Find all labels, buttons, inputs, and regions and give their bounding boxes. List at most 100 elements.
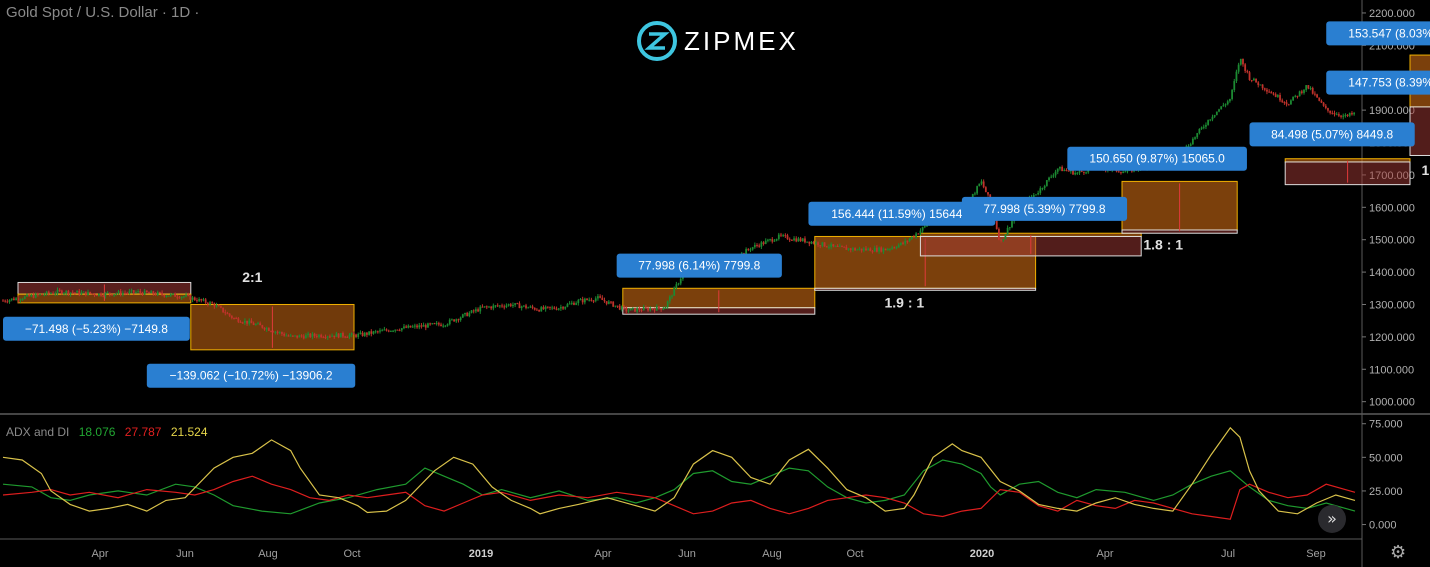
position-label-text: 147.753 (8.39%) 14775.3 [1348, 76, 1430, 90]
candle-body [1242, 58, 1244, 65]
candle-body [1353, 112, 1356, 115]
candle [865, 246, 867, 252]
candle-body [603, 300, 606, 302]
candle [209, 300, 211, 306]
candle-body [124, 292, 126, 294]
position-label: 156.444 (11.59%) 15644.4 [808, 201, 996, 226]
candle-body [869, 248, 872, 252]
candle [74, 292, 76, 295]
candle [531, 304, 534, 310]
candle-body [357, 334, 360, 337]
candle-body [1342, 115, 1345, 117]
candle [411, 324, 414, 328]
candle [374, 329, 377, 334]
candle [322, 335, 325, 339]
candle-body [1344, 114, 1347, 116]
candle [39, 293, 41, 296]
candle-body [1274, 94, 1277, 97]
candle-body [235, 318, 238, 320]
candle-body [812, 241, 815, 244]
candle-body [433, 323, 436, 325]
candle [281, 331, 283, 336]
candle [150, 289, 153, 294]
candle-body [178, 297, 181, 299]
candle-body [886, 249, 889, 251]
candle [424, 323, 427, 331]
candle-body [559, 307, 562, 309]
candle-body [995, 220, 998, 230]
candle-body [1008, 227, 1011, 229]
candle [540, 306, 543, 312]
candle [359, 330, 362, 335]
candle-body [1065, 169, 1068, 171]
candle-body [43, 294, 46, 296]
candle [599, 294, 602, 299]
candle-body [248, 320, 251, 324]
candle-body [858, 248, 861, 250]
candle [483, 306, 486, 308]
candle [1318, 97, 1321, 102]
candle-body [769, 239, 771, 241]
indicator-legend[interactable]: ADX and DI 18.076 27.787 21.524 [6, 425, 208, 439]
candle [1329, 110, 1332, 115]
candle-body [1080, 171, 1083, 173]
candle [300, 334, 303, 338]
symbol-title[interactable]: Gold Spot / U.S. Dollar · 1D · [6, 4, 200, 21]
candle-body [1061, 166, 1064, 172]
candle-body [658, 306, 660, 309]
candle-body [259, 323, 262, 326]
candle-body [148, 292, 150, 294]
candle [812, 240, 815, 245]
candle [882, 247, 885, 254]
candle [154, 292, 157, 296]
candle [4, 299, 7, 303]
candle [854, 247, 856, 251]
candle-body [196, 300, 198, 302]
candle [331, 333, 333, 337]
candle-body [222, 307, 225, 313]
candle [1061, 165, 1064, 172]
candle [224, 309, 227, 316]
candle [80, 289, 83, 295]
candle [387, 329, 390, 333]
candle [797, 236, 800, 242]
candle [677, 282, 680, 286]
candle-body [564, 306, 567, 309]
candle [756, 243, 758, 248]
candle-body [206, 302, 209, 305]
candle-body [971, 193, 974, 199]
candle-body [871, 251, 874, 253]
candle-body [847, 248, 850, 250]
candle-body [263, 327, 266, 330]
candle [1298, 90, 1301, 97]
candle-body [26, 294, 28, 297]
candle [87, 289, 89, 296]
candle-body [78, 290, 81, 295]
candle-body [662, 308, 665, 310]
indicator-tick-label: 0.000 [1369, 520, 1397, 532]
gear-icon[interactable]: ⚙ [1390, 542, 1407, 563]
candle [148, 291, 150, 294]
candle-body [1218, 109, 1220, 112]
candle [1252, 77, 1255, 81]
candle [102, 293, 105, 298]
candle-body [333, 335, 336, 337]
candle-body [797, 238, 800, 242]
candle [265, 326, 268, 332]
candle [451, 318, 453, 321]
candle [1294, 94, 1297, 98]
candle [570, 300, 573, 306]
candle [1268, 89, 1271, 93]
position-label-text: 77.998 (6.14%) 7799.8 [638, 259, 760, 273]
candle [583, 297, 586, 305]
position-zone [1284, 158, 1411, 186]
candle [41, 293, 44, 296]
price-tick-label: 1100.000 [1369, 364, 1414, 376]
scroll-to-realtime-button[interactable]: » [1318, 505, 1346, 533]
candle-body [350, 333, 353, 335]
position-label-bg [808, 201, 996, 226]
candle [453, 319, 456, 322]
candle-body [581, 299, 584, 303]
candle [270, 330, 272, 333]
